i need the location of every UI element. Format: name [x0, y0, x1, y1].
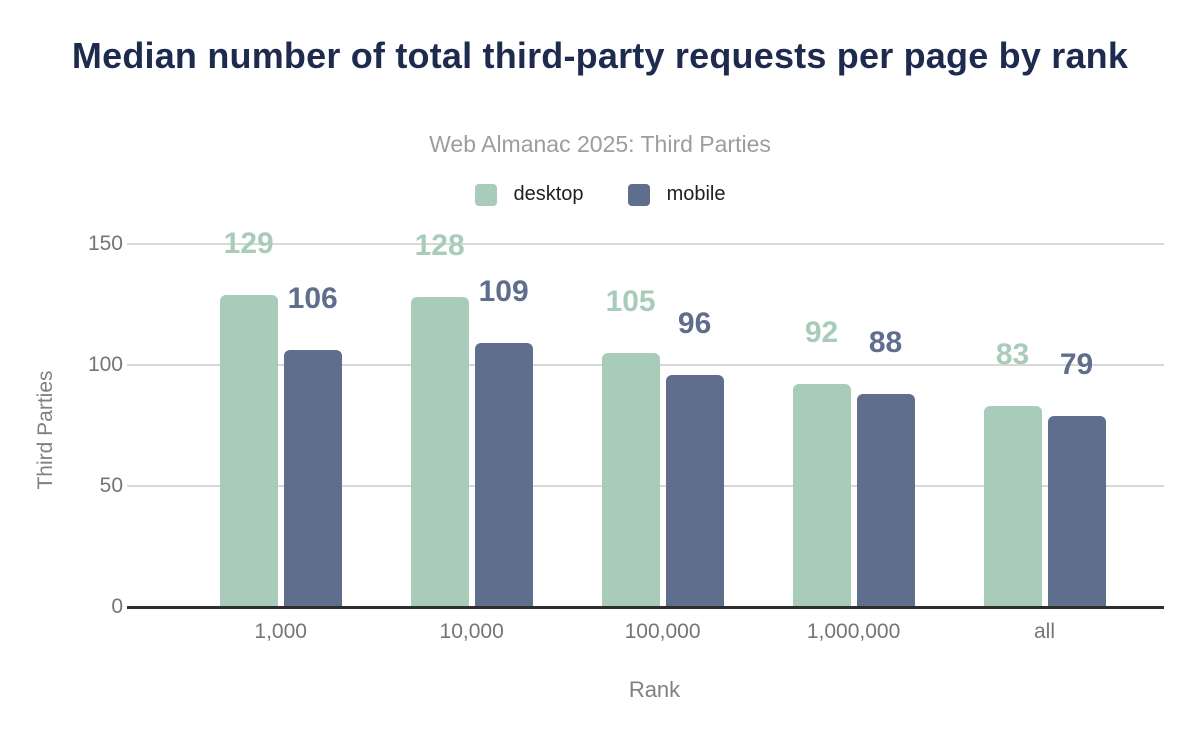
- bar-mobile-100,000: [665, 374, 724, 607]
- bar-value-desktop-10,000: 128: [414, 229, 465, 263]
- bar-desktop-100,000: [601, 352, 660, 607]
- legend-item-mobile: mobile: [627, 183, 726, 206]
- x-tick-label-all: all: [1033, 620, 1055, 643]
- gridline-150: [127, 243, 1164, 245]
- legend-label-mobile: mobile: [666, 183, 726, 205]
- bar-value-mobile-10,000: 109: [478, 275, 529, 309]
- x-axis-title: Rank: [628, 677, 681, 702]
- y-axis-title: Third Parties: [34, 370, 57, 490]
- bar-mobile-10,000: [474, 343, 533, 607]
- bar-desktop-1,000: [219, 294, 278, 607]
- bar-mobile-1,000,000: [856, 394, 915, 607]
- bar-desktop-10,000: [410, 297, 469, 607]
- bar-desktop-all: [983, 406, 1042, 607]
- bar-value-desktop-all: 83: [995, 338, 1030, 372]
- y-tick-label-100: 100: [87, 353, 123, 376]
- bar-mobile-1,000: [283, 350, 342, 607]
- x-tick-label-1,000: 1,000: [254, 620, 307, 643]
- desktop-swatch-icon: [474, 183, 497, 206]
- bar-value-desktop-100,000: 105: [605, 284, 656, 318]
- chart-subtitle: Web Almanac 2025: Third Parties: [429, 131, 771, 157]
- legend-item-desktop: desktop: [474, 183, 584, 206]
- chart-title: Median number of total third-party reque…: [71, 35, 1129, 76]
- x-axis-line: [127, 606, 1164, 609]
- x-tick-label-1,000,000: 1,000,000: [806, 620, 901, 643]
- y-tick-label-50: 50: [99, 474, 123, 497]
- bar-value-desktop-1,000: 129: [223, 226, 274, 260]
- bar-value-mobile-1,000: 106: [287, 282, 338, 316]
- y-tick-label-150: 150: [87, 232, 123, 255]
- y-tick-label-0: 0: [111, 595, 123, 618]
- mobile-swatch-icon: [627, 183, 650, 206]
- x-tick-label-100,000: 100,000: [624, 620, 701, 643]
- legend-label-desktop: desktop: [513, 183, 584, 205]
- bar-value-mobile-1,000,000: 88: [868, 326, 903, 360]
- bar-mobile-all: [1047, 415, 1106, 607]
- bar-value-mobile-all: 79: [1059, 347, 1094, 381]
- bar-value-desktop-1,000,000: 92: [804, 316, 839, 350]
- legend: desktop mobile: [0, 183, 1200, 206]
- x-tick-label-10,000: 10,000: [439, 620, 504, 643]
- bar-desktop-1,000,000: [792, 384, 851, 607]
- bar-value-mobile-100,000: 96: [677, 306, 712, 340]
